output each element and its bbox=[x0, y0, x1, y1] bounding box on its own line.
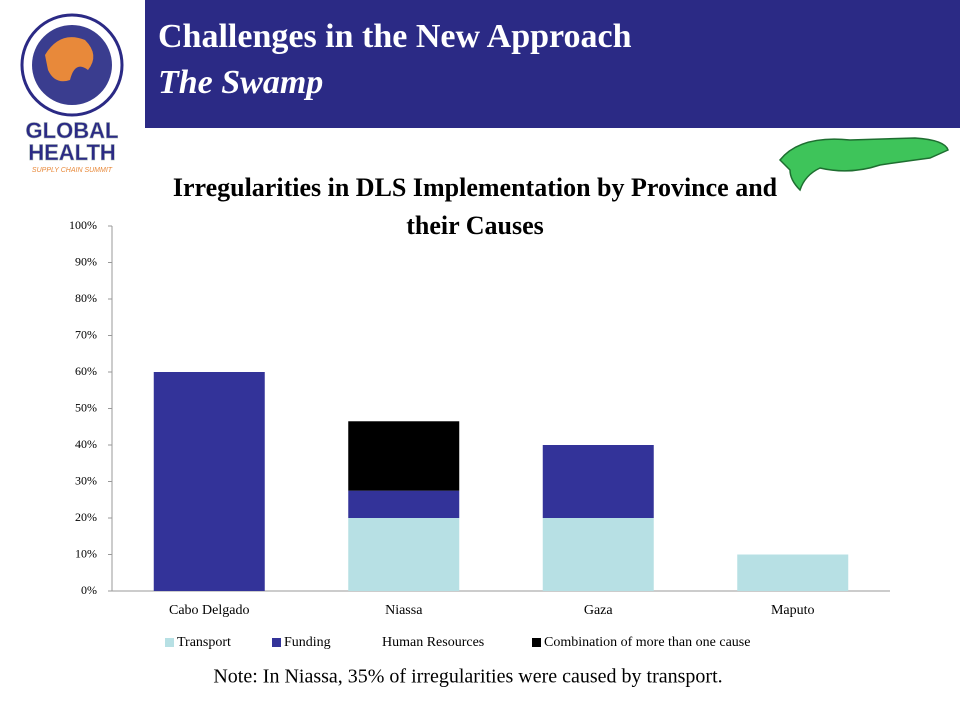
x-tick-label: Maputo bbox=[771, 603, 815, 618]
legend-swatch bbox=[272, 638, 281, 647]
header-subtitle: The Swamp bbox=[158, 64, 323, 101]
logo-ring bbox=[20, 13, 124, 117]
logo-shape bbox=[45, 37, 94, 82]
logo-text: SUPPLY CHAIN SUMMIT bbox=[32, 167, 113, 174]
y-tick-label: 90% bbox=[75, 254, 97, 268]
chart-title: Irregularities in DLS Implementation by … bbox=[173, 173, 778, 240]
legend-label: Human Resources bbox=[382, 635, 484, 650]
y-tick-label: 50% bbox=[75, 400, 97, 414]
legend-label: Funding bbox=[284, 635, 331, 650]
y-tick-label: 10% bbox=[75, 546, 97, 560]
bar-segment bbox=[542, 518, 654, 591]
y-tick-label: 100% bbox=[69, 218, 97, 232]
legend-swatch bbox=[532, 638, 541, 647]
bar-segment bbox=[348, 421, 460, 491]
bar-segment bbox=[348, 490, 460, 518]
legend-label: Combination of more than one cause bbox=[544, 635, 750, 650]
y-tick-label: 40% bbox=[75, 437, 97, 451]
y-tick-label: 30% bbox=[75, 473, 97, 487]
y-tick-label: 80% bbox=[75, 291, 97, 305]
note: Note: In Niassa, 35% of irregularities w… bbox=[213, 666, 722, 688]
y-tick-label: 60% bbox=[75, 364, 97, 378]
bar-segment bbox=[153, 372, 265, 591]
logo: GLOBAL HEALTH SUPPLY CHAIN SUMMIT bbox=[20, 13, 124, 174]
legend-swatch bbox=[370, 638, 379, 647]
x-tick-label: Niassa bbox=[385, 603, 423, 618]
legend-label: Transport bbox=[177, 635, 231, 650]
bar-segment bbox=[542, 445, 654, 518]
alligator bbox=[778, 137, 949, 192]
y-tick-label: 0% bbox=[81, 583, 97, 597]
y-tick-label: 70% bbox=[75, 327, 97, 341]
legend-swatch bbox=[165, 638, 174, 647]
bar-segment bbox=[737, 554, 849, 591]
y-tick-label: 20% bbox=[75, 510, 97, 524]
alligator-body bbox=[778, 137, 949, 192]
logo-text: HEALTH bbox=[28, 140, 116, 165]
x-tick-label: Cabo Delgado bbox=[169, 603, 249, 618]
logo-text: GLOBAL bbox=[26, 118, 119, 143]
header-bar bbox=[145, 0, 960, 128]
bar-segment bbox=[348, 518, 460, 591]
header-title: Challenges in the New Approach bbox=[158, 18, 632, 55]
x-tick-label: Gaza bbox=[584, 603, 614, 618]
